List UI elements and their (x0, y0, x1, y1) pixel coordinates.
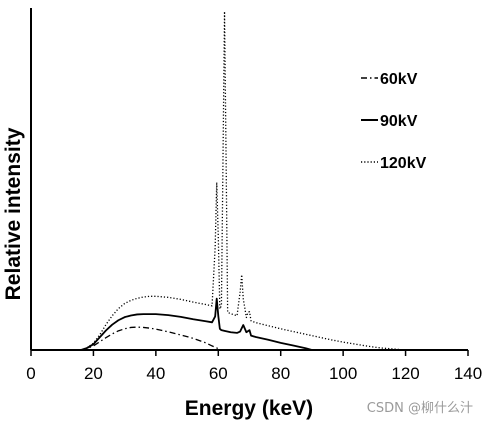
x-tick-label: 60 (209, 364, 228, 383)
x-tick-label: 100 (329, 364, 357, 383)
x-tick-label: 80 (271, 364, 290, 383)
x-tick-label: 140 (454, 364, 482, 383)
x-tick-label: 120 (391, 364, 419, 383)
x-axis-title: Energy (keV) (185, 397, 313, 420)
legend: 60kV 90kV 120kV (361, 71, 427, 172)
legend-label-90kv: 90kV (380, 113, 418, 130)
legend-label-60kv: 60kV (380, 71, 418, 88)
x-tick-label: 40 (146, 364, 165, 383)
series-layer (80, 10, 406, 351)
watermark: CSDN @柳什么汁 (367, 401, 473, 416)
x-tick-label: 20 (84, 364, 103, 383)
series-line-90kv (80, 297, 313, 351)
series-line-120kv (80, 10, 406, 351)
legend-label-120kv: 120kV (380, 155, 427, 172)
x-ticks: 0 20 40 60 80 100 120 140 (26, 350, 482, 383)
axes (30, 8, 468, 351)
y-axis-title: Relative intensity (2, 127, 25, 300)
x-tick-label: 0 (26, 364, 35, 383)
